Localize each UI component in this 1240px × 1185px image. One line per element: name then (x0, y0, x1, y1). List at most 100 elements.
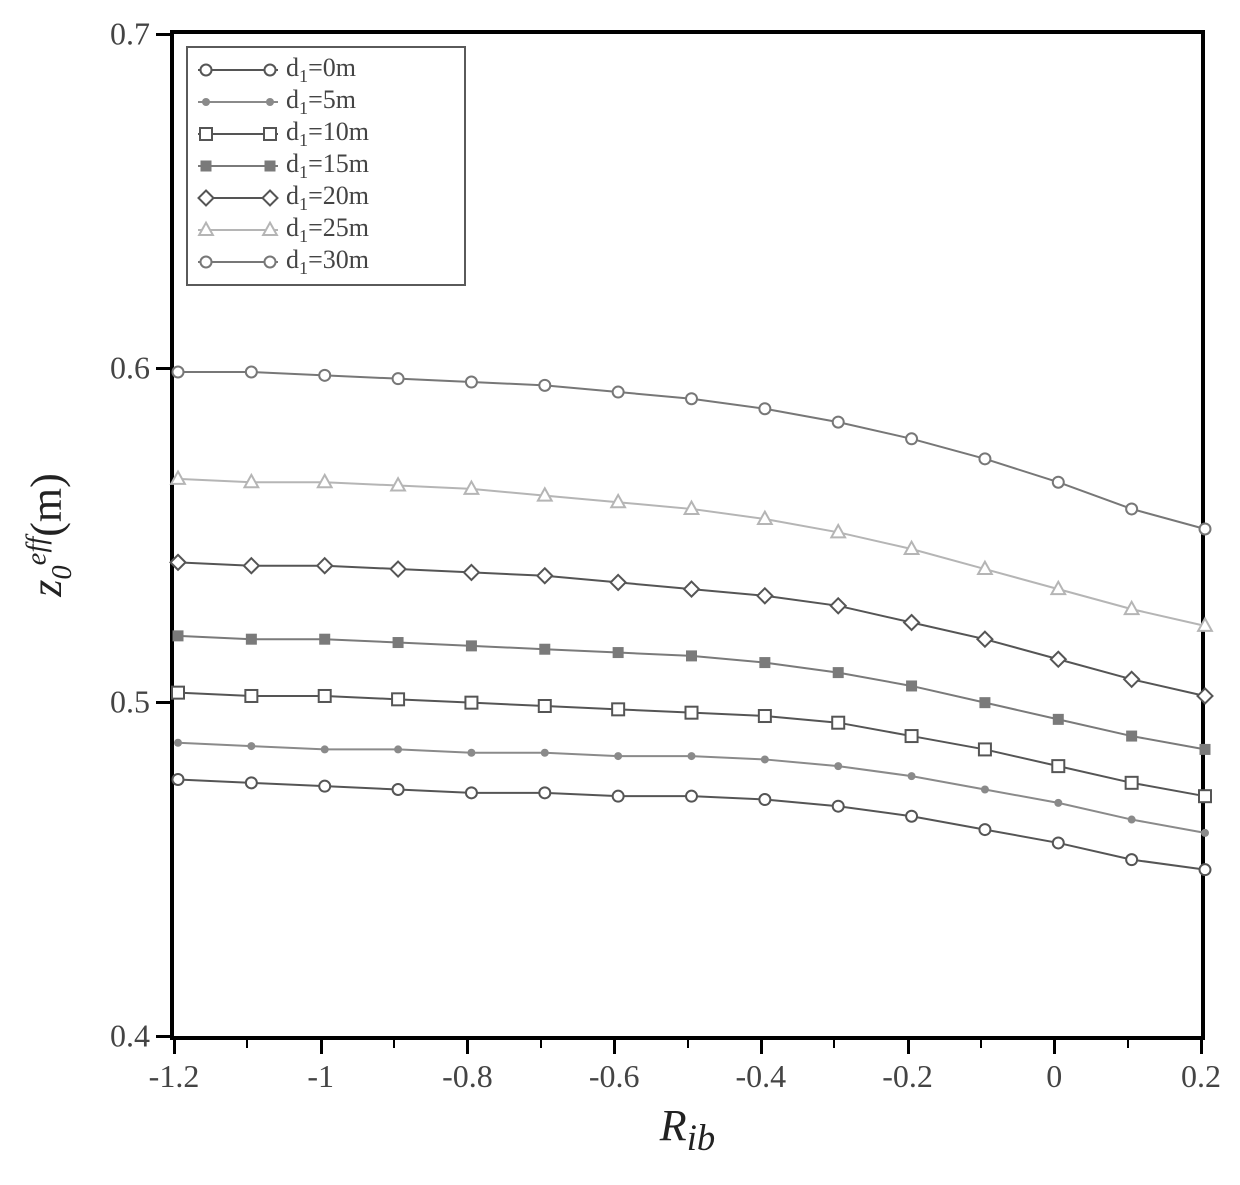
series-marker-d10 (686, 707, 698, 719)
series-marker-d10 (979, 743, 991, 755)
series-marker-d30 (1200, 523, 1211, 534)
axis-tick (1127, 1040, 1129, 1048)
series-marker-d0 (173, 774, 184, 785)
series-marker-d20 (391, 562, 406, 577)
series-marker-d5 (834, 762, 842, 770)
series-marker-d5 (981, 786, 989, 794)
axis-tick (320, 1040, 323, 1054)
legend-item-d30: d1=30m (198, 246, 454, 278)
series-marker-d15 (906, 680, 917, 691)
series-marker-d15 (173, 630, 184, 641)
axis-tick (907, 1040, 910, 1054)
series-marker-d30 (1126, 503, 1137, 514)
axis-tick (1053, 1040, 1056, 1054)
axis-tick (173, 1040, 176, 1054)
series-marker-d0 (759, 794, 770, 805)
series-marker-d20 (171, 555, 186, 570)
series-marker-d15 (539, 644, 550, 655)
legend-label: d1=15m (286, 149, 369, 183)
x-tick-label: -1.2 (149, 1058, 200, 1095)
legend-item-d20: d1=20m (198, 182, 454, 214)
legend-item-d15: d1=15m (198, 150, 454, 182)
legend-swatch (198, 220, 278, 240)
x-axis-label: Rib (660, 1100, 715, 1159)
axis-tick (156, 1035, 170, 1038)
axis-tick (156, 33, 170, 36)
series-marker-d0 (613, 791, 624, 802)
series-marker-d10 (832, 717, 844, 729)
series-marker-d5 (761, 755, 769, 763)
series-marker-d10 (392, 693, 404, 705)
legend-label: d1=30m (286, 245, 369, 279)
series-marker-d5 (1128, 816, 1136, 824)
series-marker-d0 (393, 784, 404, 795)
series-marker-d5 (467, 749, 475, 757)
series-marker-d30 (319, 370, 330, 381)
axis-tick (156, 367, 170, 370)
x-tick-label: -0.4 (736, 1058, 787, 1095)
series-marker-d20 (244, 558, 259, 573)
series-marker-d30 (979, 453, 990, 464)
series-marker-d15 (613, 647, 624, 658)
series-marker-d15 (686, 650, 697, 661)
series-marker-d0 (906, 811, 917, 822)
axis-tick (246, 1040, 248, 1048)
series-marker-d30 (173, 367, 184, 378)
axis-tick (980, 1040, 982, 1048)
legend-label: d1=0m (286, 53, 356, 87)
axis-tick (833, 1040, 835, 1048)
y-tick-label: 0.6 (80, 350, 150, 387)
series-marker-d30 (246, 367, 257, 378)
series-marker-d30 (686, 393, 697, 404)
series-marker-d0 (466, 787, 477, 798)
series-marker-d15 (466, 640, 477, 651)
legend-swatch (198, 156, 278, 176)
legend-label: d1=5m (286, 85, 356, 119)
series-marker-d10 (245, 690, 257, 702)
series-marker-d20 (684, 582, 699, 597)
series-marker-d30 (1053, 477, 1064, 488)
axis-tick (1200, 1040, 1203, 1054)
series-marker-d30 (393, 373, 404, 384)
chart-canvas: Rib z0eff(m) d1=0md1=5md1=10md1=15md1=20… (0, 0, 1240, 1185)
legend-swatch (198, 188, 278, 208)
series-marker-d10 (612, 703, 624, 715)
series-marker-d20 (904, 615, 919, 630)
series-marker-d25 (171, 472, 185, 484)
series-marker-d30 (466, 377, 477, 388)
legend-item-d10: d1=10m (198, 118, 454, 150)
legend-swatch (198, 92, 278, 112)
x-tick-label: 0.2 (1181, 1058, 1221, 1095)
legend-item-d25: d1=25m (198, 214, 454, 246)
series-marker-d20 (1198, 688, 1213, 703)
y-tick-label: 0.7 (80, 16, 150, 53)
x-tick-label: 0 (1046, 1058, 1062, 1095)
legend-label: d1=25m (286, 213, 369, 247)
series-marker-d5 (247, 742, 255, 750)
y-axis-label: z0eff(m) (21, 473, 79, 597)
series-marker-d10 (172, 687, 184, 699)
series-marker-d5 (688, 752, 696, 760)
series-marker-d0 (539, 787, 550, 798)
series-marker-d10 (319, 690, 331, 702)
series-marker-d20 (831, 598, 846, 613)
series-marker-d15 (1200, 744, 1211, 755)
series-marker-d20 (1051, 652, 1066, 667)
x-tick-label: -1 (307, 1058, 334, 1095)
series-marker-d30 (833, 417, 844, 428)
series-marker-d15 (1126, 731, 1137, 742)
legend-swatch (198, 60, 278, 80)
y-tick-label: 0.4 (80, 1018, 150, 1055)
series-marker-d30 (539, 380, 550, 391)
series-marker-d0 (686, 791, 697, 802)
series-marker-d20 (464, 565, 479, 580)
x-tick-label: -0.8 (442, 1058, 493, 1095)
series-marker-d5 (541, 749, 549, 757)
series-marker-d15 (979, 697, 990, 708)
axis-tick (393, 1040, 395, 1048)
axis-tick (540, 1040, 542, 1048)
legend-item-d0: d1=0m (198, 54, 454, 86)
axis-tick (760, 1040, 763, 1054)
x-tick-label: -0.6 (589, 1058, 640, 1095)
x-tick-label: -0.2 (882, 1058, 933, 1095)
